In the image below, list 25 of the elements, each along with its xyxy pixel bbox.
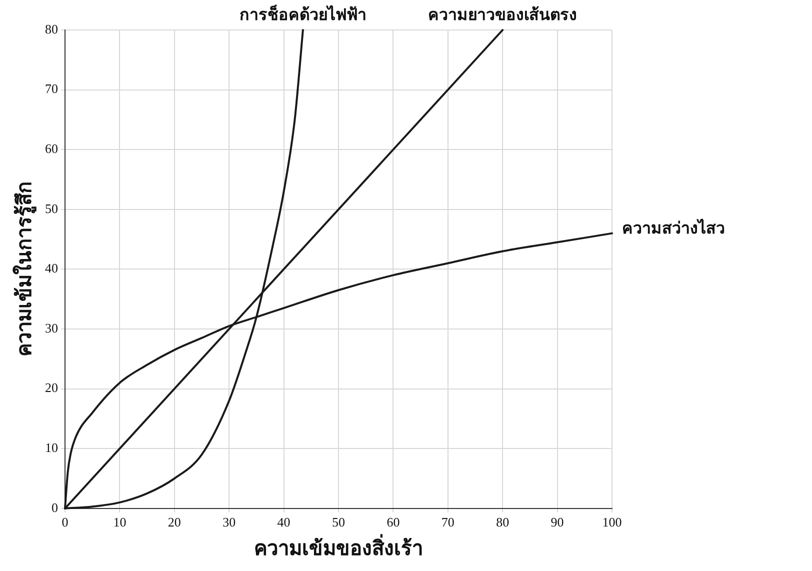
y-tick-label: 0 [52,500,58,515]
series-label: ความยาวของเส้นตรง [428,5,578,24]
x-tick-label: 90 [550,514,564,530]
x-tick-label: 60 [386,514,400,530]
y-tick-label: 40 [45,260,58,276]
x-tick-label: 100 [602,514,622,530]
y-tick-label: 50 [45,200,58,216]
x-tick-label: 10 [113,514,126,530]
y-tick-label: 20 [45,380,58,396]
x-tick-label: 20 [168,514,181,530]
series-label: การช็อคด้วยไฟฟ้า [239,3,366,24]
y-tick-label: 70 [45,81,58,96]
y-tick-label: 30 [45,320,58,336]
y-axis-title: ความเข้มในการรู้สึก [12,182,38,357]
series-label: ความสว่างไสว [622,218,725,238]
x-tick-label: 80 [496,514,510,530]
x-tick-label: 70 [441,514,454,530]
x-axis-title: ความเข้มของสิ่งเร้า [254,533,423,560]
y-tick-label: 80 [45,21,58,36]
y-tick-label: 10 [45,440,58,456]
x-tick-label: 40 [277,514,290,530]
x-tick-label: 0 [62,514,68,530]
y-tick-label: 60 [45,141,58,156]
x-tick-label: 30 [222,514,236,530]
x-tick-label: 50 [332,514,345,530]
